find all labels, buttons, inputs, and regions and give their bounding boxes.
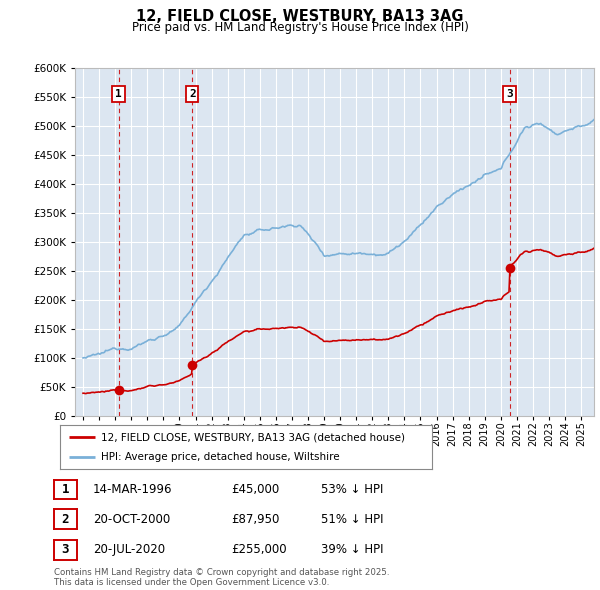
Text: Price paid vs. HM Land Registry's House Price Index (HPI): Price paid vs. HM Land Registry's House … bbox=[131, 21, 469, 34]
Text: 2: 2 bbox=[189, 89, 196, 99]
Text: 1: 1 bbox=[62, 483, 69, 496]
Text: 3: 3 bbox=[62, 543, 69, 556]
Text: 3: 3 bbox=[506, 89, 513, 99]
Text: Contains HM Land Registry data © Crown copyright and database right 2025.
This d: Contains HM Land Registry data © Crown c… bbox=[54, 568, 389, 587]
Text: 51% ↓ HPI: 51% ↓ HPI bbox=[321, 513, 383, 526]
Text: 20-JUL-2020: 20-JUL-2020 bbox=[93, 543, 165, 556]
Text: 20-OCT-2000: 20-OCT-2000 bbox=[93, 513, 170, 526]
Text: 53% ↓ HPI: 53% ↓ HPI bbox=[321, 483, 383, 496]
Text: 12, FIELD CLOSE, WESTBURY, BA13 3AG (detached house): 12, FIELD CLOSE, WESTBURY, BA13 3AG (det… bbox=[101, 432, 405, 442]
Text: 2: 2 bbox=[62, 513, 69, 526]
Text: £87,950: £87,950 bbox=[231, 513, 280, 526]
Text: £255,000: £255,000 bbox=[231, 543, 287, 556]
Text: HPI: Average price, detached house, Wiltshire: HPI: Average price, detached house, Wilt… bbox=[101, 452, 340, 461]
Text: 12, FIELD CLOSE, WESTBURY, BA13 3AG: 12, FIELD CLOSE, WESTBURY, BA13 3AG bbox=[136, 9, 464, 24]
Text: 1: 1 bbox=[115, 89, 122, 99]
Text: £45,000: £45,000 bbox=[231, 483, 279, 496]
Text: 39% ↓ HPI: 39% ↓ HPI bbox=[321, 543, 383, 556]
Text: 14-MAR-1996: 14-MAR-1996 bbox=[93, 483, 173, 496]
